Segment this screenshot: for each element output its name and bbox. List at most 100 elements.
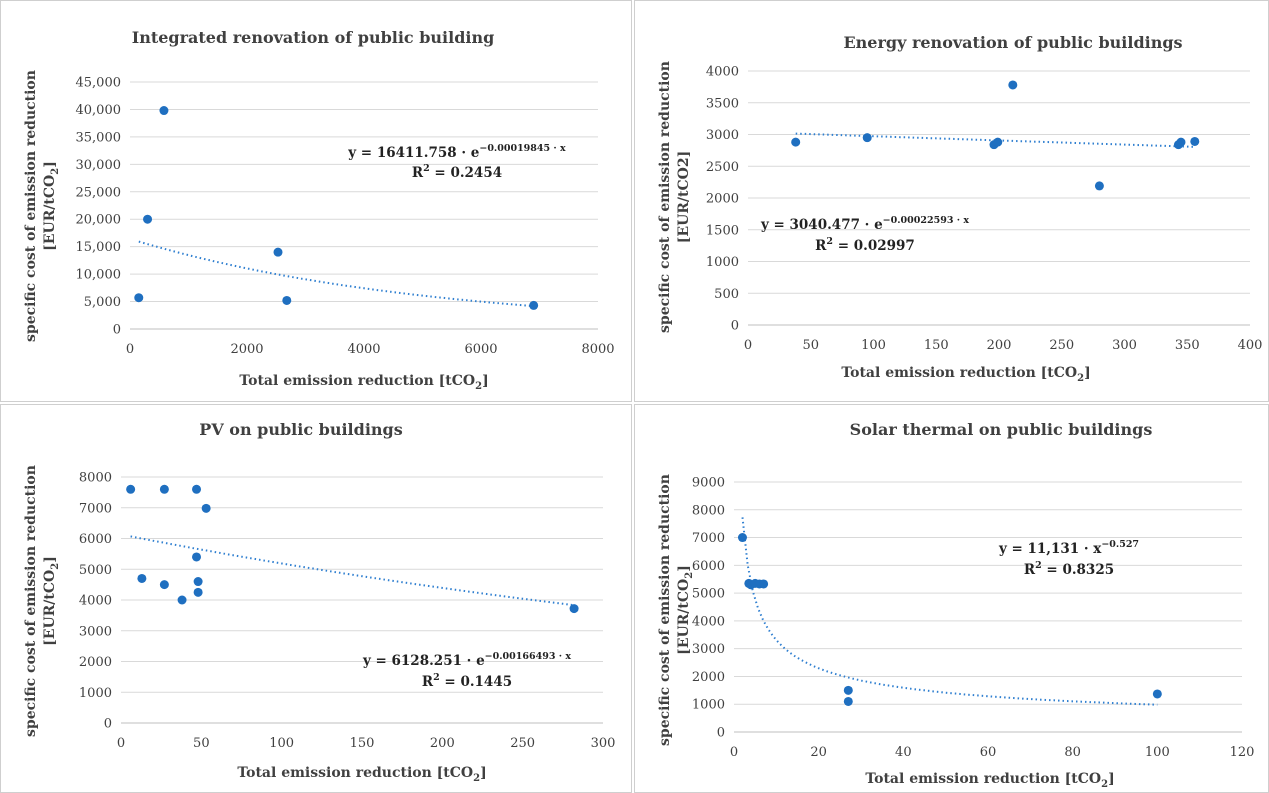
x-tick-label: 350 xyxy=(1175,338,1200,353)
data-point xyxy=(159,484,169,494)
x-tick-label: 400 xyxy=(1238,338,1263,353)
trend-equation: y = 6128.251 · e−0.00166493 · x xyxy=(362,651,571,669)
trend-equation: y = 16411.758 · e−0.00019845 · x xyxy=(347,143,566,161)
data-point xyxy=(134,293,144,303)
y-tick-label: 20,000 xyxy=(76,213,122,228)
y-tick-label: 2000 xyxy=(692,670,725,685)
x-tick-label: 20 xyxy=(810,745,827,760)
y-tick-label: 0 xyxy=(104,717,112,732)
y-axis-label-line1: specific cost of emission reduction xyxy=(23,465,39,737)
chart-title: Energy renovation of public buildings xyxy=(843,33,1182,52)
data-point xyxy=(1094,181,1104,191)
chart-energy-renovation: 0 500 1000 1500 2000 2500 3000 3500 4000 0 50 100 15… xyxy=(657,33,1263,384)
y-tick-label: 4000 xyxy=(79,594,112,609)
data-point xyxy=(759,579,769,589)
y-tick-label: 1000 xyxy=(79,686,112,701)
x-tick-label: 120 xyxy=(1230,745,1255,760)
y-tick-label: 6000 xyxy=(79,532,112,547)
y-axis-label: specific cost of emission reduction [EUR/… xyxy=(23,465,61,737)
data-point xyxy=(137,573,147,583)
y-tick-label: 3000 xyxy=(692,642,725,657)
chart-title: Solar thermal on public buildings xyxy=(850,420,1153,439)
chart-panel-solar-thermal: 0 1000 2000 3000 4000 5000 6000 7000 8000 9000 0 20… xyxy=(634,404,1269,793)
data-point xyxy=(159,580,169,590)
y-tick-label: 3000 xyxy=(79,624,112,639)
x-tick-label: 150 xyxy=(350,736,375,751)
x-axis-label: Total emission reduction [tCO2] xyxy=(239,373,488,392)
y-tick-label: 5000 xyxy=(692,587,725,602)
y-axis-label-line2: [EUR/tCO2] xyxy=(42,556,61,646)
data-point xyxy=(993,137,1003,147)
x-tick-label: 0 xyxy=(744,338,752,353)
data-point xyxy=(529,300,539,310)
y-axis-label: specific cost of emission reduction [EUR/… xyxy=(23,70,61,342)
data-point xyxy=(1190,136,1200,146)
y-axis-label-line1: specific cost of emission reduction xyxy=(657,474,673,746)
y-tick-label: 25,000 xyxy=(76,185,122,200)
x-tick-label: 300 xyxy=(1112,338,1137,353)
x-tick-label: 200 xyxy=(430,736,455,751)
r-squared: R2 = 0.02997 xyxy=(815,236,915,254)
data-point xyxy=(143,214,153,224)
y-tick-label: 6000 xyxy=(692,559,725,574)
data-point xyxy=(159,106,169,116)
data-point xyxy=(1176,137,1186,147)
x-tick-label: 100 xyxy=(1145,745,1170,760)
x-tick-label: 4000 xyxy=(347,342,380,357)
data-point xyxy=(177,595,187,605)
y-axis-label-line1: specific cost of emission reduction xyxy=(23,70,39,342)
y-axis-label: specific cost of emission reduction [EUR/… xyxy=(657,61,692,333)
y-tick-label: 8000 xyxy=(79,471,112,486)
y-axis-label: specific cost of emission reduction [EUR/… xyxy=(657,474,695,746)
trendline xyxy=(130,535,575,607)
y-tick-label: 2500 xyxy=(706,160,739,175)
y-tick-label: 1000 xyxy=(706,255,739,270)
x-tick-label: 60 xyxy=(980,745,997,760)
y-tick-label: 0 xyxy=(731,319,739,334)
trend-equation: y = 11,131 · x−0.527 xyxy=(998,539,1139,557)
y-tick-label: 2000 xyxy=(706,192,739,207)
x-tick-label: 250 xyxy=(510,736,535,751)
x-tick-label: 0 xyxy=(730,745,738,760)
y-tick-label: 7000 xyxy=(692,531,725,546)
y-tick-label: 5000 xyxy=(79,563,112,578)
y-tick-label: 0 xyxy=(113,323,121,338)
x-tick-label: 80 xyxy=(1064,745,1081,760)
y-tick-label: 10,000 xyxy=(76,268,122,283)
r-squared: R2 = 0.8325 xyxy=(1024,560,1114,578)
chart-panel-energy-renovation: 0 500 1000 1500 2000 2500 3000 3500 4000 0 50 100 15… xyxy=(634,0,1269,402)
data-point xyxy=(201,503,211,513)
chart-integrated-renovation: 0 5,000 10,000 15,000 20,000 25,000 30,000 35,0… xyxy=(23,28,615,392)
x-tick-label: 0 xyxy=(117,736,125,751)
x-tick-label: 6000 xyxy=(464,342,497,357)
chart-panel-pv: 0 1000 2000 3000 4000 5000 6000 7000 8000 0 50 100 1… xyxy=(0,404,632,793)
x-tick-label: 150 xyxy=(924,338,949,353)
chart-title: Integrated renovation of public building xyxy=(132,28,495,47)
chart-pv: 0 1000 2000 3000 4000 5000 6000 7000 8000 0 50 100 1… xyxy=(23,420,615,784)
x-tick-label: 100 xyxy=(861,338,886,353)
trend-equation: y = 3040.477 · e−0.00022593 · x xyxy=(760,215,969,233)
x-axis-label: Total emission reduction [tCO2] xyxy=(841,365,1090,384)
y-axis-label-line2: [EUR/tCO2] xyxy=(676,151,692,243)
chart-panel-integrated-renovation: 0 5,000 10,000 15,000 20,000 25,000 30,000 35,0… xyxy=(0,0,632,402)
x-axis-label: Total emission reduction [tCO2] xyxy=(237,765,486,784)
y-tick-label: 8000 xyxy=(692,503,725,518)
x-tick-label: 200 xyxy=(987,338,1012,353)
chart-solar-thermal: 0 1000 2000 3000 4000 5000 6000 7000 8000 9000 0 20… xyxy=(657,420,1255,790)
y-tick-label: 3500 xyxy=(706,96,739,111)
data-point xyxy=(193,587,203,597)
y-axis-label-line1: specific cost of emission reduction xyxy=(657,61,673,333)
x-tick-label: 250 xyxy=(1049,338,1074,353)
y-axis-label-line2: [EUR/tCO2] xyxy=(42,161,61,251)
y-tick-label: 35,000 xyxy=(76,130,122,145)
data-point xyxy=(862,133,872,143)
trendline xyxy=(138,240,534,308)
data-point xyxy=(843,685,853,695)
x-tick-label: 40 xyxy=(895,745,912,760)
y-tick-label: 5,000 xyxy=(84,295,121,310)
chart-title: PV on public buildings xyxy=(199,420,402,439)
x-tick-label: 50 xyxy=(802,338,819,353)
y-tick-label: 2000 xyxy=(79,655,112,670)
x-tick-label: 2000 xyxy=(230,342,263,357)
y-tick-label: 7000 xyxy=(79,501,112,516)
